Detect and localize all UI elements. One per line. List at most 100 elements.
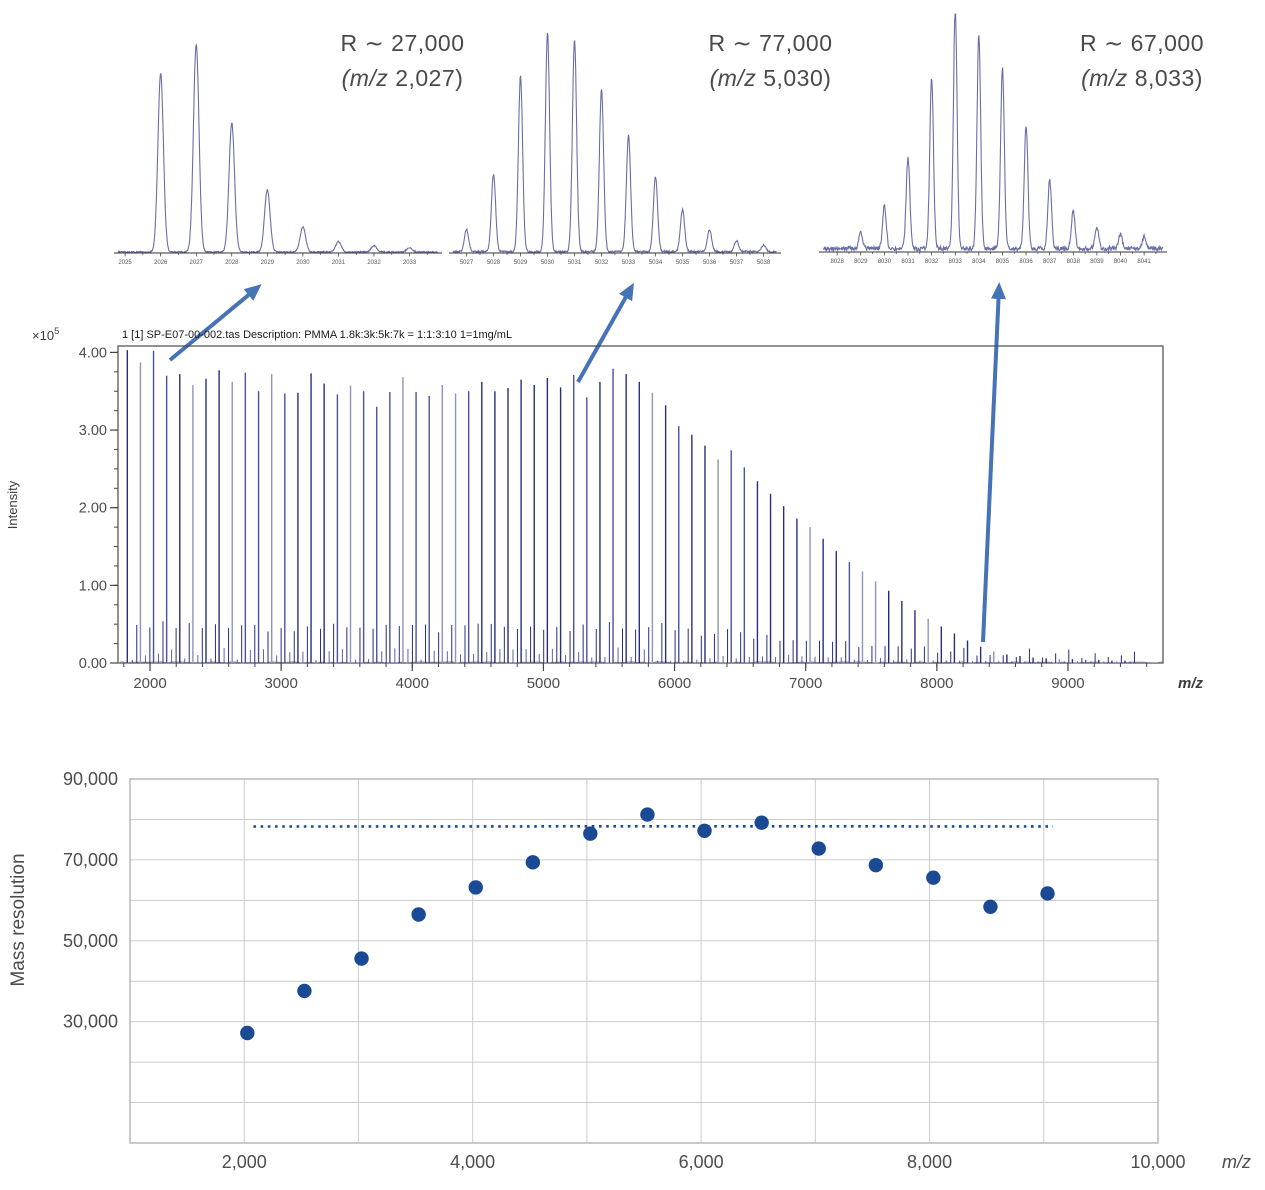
inset-spectrum-8033-plot: 8028 8029 8030 8031 8032 8033 8034 8035 8036 8037… (819, 13, 1167, 265)
inset-tick-label: 2033 (403, 260, 417, 266)
inset-spectrum-5030-plot: 5027 5028 5029 5030 5031 5032 5033 5034 5035 5036… (449, 32, 781, 266)
scatter-point (983, 899, 998, 915)
inset-trace (823, 13, 1164, 253)
y-scale-label: ×105 (32, 326, 59, 343)
inset-tick-label: 2031 (332, 260, 346, 266)
x-tick-label: 2,000 (222, 1152, 267, 1172)
spectrum-header: 1 [1] SP-E07-00-002.tas Description: PMM… (122, 329, 512, 341)
scatter-point (468, 880, 483, 895)
inset-tick-label: 5028 (487, 260, 501, 266)
inset-tick-label: 2028 (225, 260, 239, 266)
inset-tick-label: 8038 (1067, 259, 1081, 265)
y-tick-label: 70,000 (63, 850, 118, 870)
inset-trace (117, 42, 438, 255)
inset-tick-label: 5038 (757, 260, 771, 266)
mz-number: 5,030) (763, 65, 832, 91)
inset-tick-label: 8036 (1019, 259, 1033, 265)
inset-tick-label: 8030 (878, 259, 892, 265)
inset-tick-label: 8040 (1114, 259, 1128, 265)
mz-number: 2,027) (395, 65, 464, 91)
inset-tick-label: 8041 (1137, 259, 1151, 265)
mz-label: (m/z 5,030) (653, 61, 888, 96)
inset-tick-label: 8031 (901, 259, 915, 265)
x-tick-label: 5000 (527, 675, 560, 692)
inset-tick-label: 2025 (118, 260, 132, 266)
inset-tick-label: 5029 (514, 260, 528, 266)
resolution-chart-plot: Mass resolution m/z 30,000 50,000 70,000 90… (8, 769, 1251, 1172)
resolution-chart-panel: Mass resolution m/z 30,000 50,000 70,000 90… (0, 755, 1265, 1190)
y-tick-label: 30,000 (63, 1012, 118, 1032)
y-axis-title: Intensity (5, 480, 20, 529)
scatter-point (1040, 886, 1055, 901)
annotation-r-2027: R ∼ 27,000 (m/z 2,027) (285, 26, 520, 96)
scatter-point (525, 855, 541, 870)
inset-trace (452, 32, 777, 255)
scatter-point (868, 857, 884, 873)
inset-spectrum-2027: 2025 2026 2027 2028 2029 2030 2031 2032 2033 (110, 18, 445, 270)
plot-frame (129, 778, 1159, 1144)
inset-tick-label: 8037 (1043, 259, 1057, 265)
inset-tick-label: 2029 (261, 260, 275, 266)
scatter-point (754, 815, 769, 830)
x-tick-label: 8000 (920, 675, 953, 692)
y-tick-label: 3.00 (79, 423, 107, 439)
inset-tick-label: 8032 (925, 259, 939, 265)
inset-tick-label: 8039 (1090, 259, 1104, 265)
inset-tick-label: 5032 (595, 260, 609, 266)
scatter-point (926, 870, 941, 885)
inset-tick-label: 5034 (649, 260, 663, 266)
scatter-point (583, 826, 598, 841)
scatter-point (640, 807, 655, 822)
main-spectrum-content: 0.00 1.00 2.00 3.00 4.00 2000 3000 4000 5000 6000… (79, 345, 1164, 692)
inset-tick-label: 5035 (676, 260, 690, 266)
inset-tick-label: 5036 (703, 260, 717, 266)
inset-tick-label: 5030 (541, 260, 555, 266)
inset-tick-label: 5037 (730, 260, 744, 266)
y-tick-label: 90,000 (63, 769, 118, 789)
resolution-label: R ∼ 27,000 (340, 30, 465, 56)
x-tick-label: 2000 (133, 675, 166, 692)
main-spectrum-panel: 1 [1] SP-E07-00-002.tas Description: PMM… (0, 322, 1265, 717)
mz-label: (m/z 8,033) (1022, 61, 1262, 96)
inset-tick-label: 8034 (972, 259, 986, 265)
inset-tick-label: 5033 (622, 260, 636, 266)
resolution-chart-content: 30,000 50,000 70,000 90,000 2,000 4,000 6,000 8… (63, 769, 1186, 1172)
annotation-r-8033: R ∼ 67,000 (m/z 8,033) (1022, 26, 1262, 96)
x-tick-label: 4000 (396, 675, 429, 692)
inset-tick-label: 8029 (854, 259, 868, 265)
annotation-r-5030: R ∼ 77,000 (m/z 5,030) (653, 26, 888, 96)
scatter-point (240, 1025, 255, 1041)
resolution-label: R ∼ 77,000 (708, 30, 833, 56)
x-tick-label: 4,000 (450, 1152, 495, 1172)
x-tick-label: 9000 (1051, 675, 1084, 692)
inset-tick-label: 2030 (296, 260, 310, 266)
inset-spectrum-5030: 5027 5028 5029 5030 5031 5032 5033 5034 5035 5036… (445, 12, 785, 270)
x-tick-label: 10,000 (1130, 1152, 1185, 1172)
x-axis-title: m/z (1222, 1152, 1251, 1172)
mz-italic: (m/z (341, 65, 389, 91)
y-tick-label: 2.00 (79, 501, 107, 517)
resolution-label: R ∼ 67,000 (1079, 30, 1204, 56)
main-spectrum-plot: 1 [1] SP-E07-00-002.tas Description: PMM… (5, 326, 1204, 692)
x-axis-title: m/z (1178, 675, 1204, 692)
inset-spectrum-8033: 8028 8029 8030 8031 8032 8033 8034 8035 8036 8037… (818, 4, 1168, 270)
mz-label: (m/z 2,027) (285, 61, 520, 96)
x-tick-label: 6,000 (679, 1152, 724, 1172)
scatter-point (697, 823, 712, 838)
inset-tick-label: 5027 (460, 260, 474, 266)
mz-number: 8,033) (1134, 65, 1203, 91)
inset-tick-label: 2026 (154, 260, 168, 266)
y-tick-label: 0.00 (79, 656, 107, 672)
y-tick-label: 4.00 (79, 345, 107, 361)
mz-italic: (m/z (709, 65, 757, 91)
plot-frame (117, 345, 1164, 664)
inset-tick-label: 2027 (190, 260, 204, 266)
x-tick-label: 8,000 (907, 1152, 952, 1172)
scatter-point (354, 951, 369, 966)
scatter-point (297, 983, 312, 999)
y-axis-title: Mass resolution (8, 853, 29, 986)
y-tick-label: 1.00 (79, 578, 107, 594)
y-tick-label: 50,000 (63, 931, 118, 951)
inset-tick-label: 8033 (949, 259, 963, 265)
inset-tick-label: 5031 (568, 260, 582, 266)
